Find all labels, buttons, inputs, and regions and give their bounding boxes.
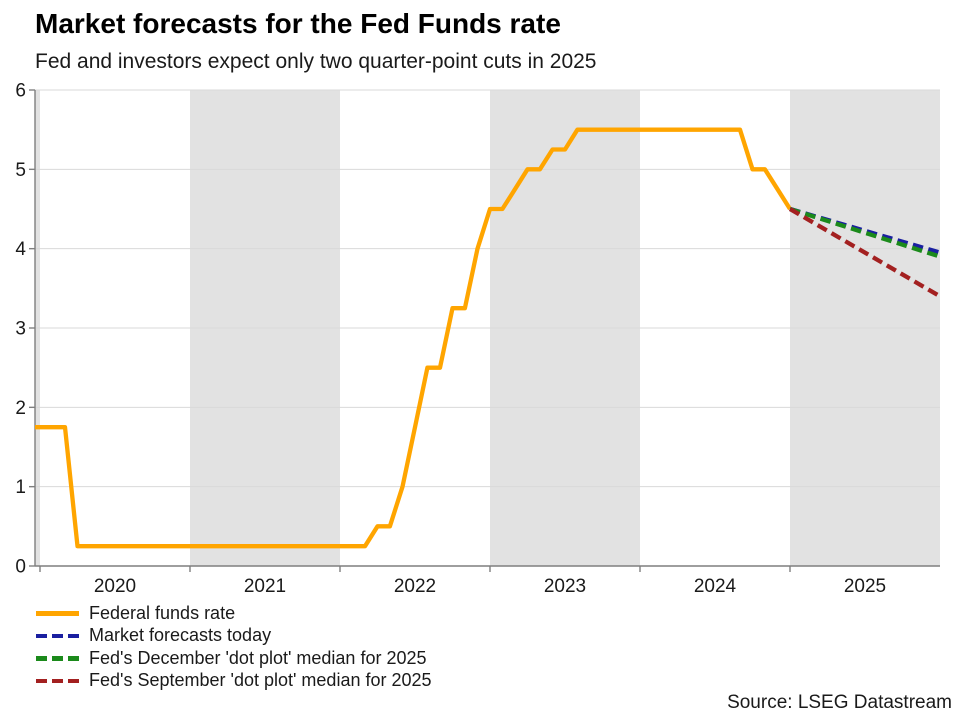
- chart-canvas: 0 1 2 3 4 5 6 2020 2021 2022 2023 2024 2025: [15, 81, 942, 597]
- y-tick-label: 4: [15, 239, 26, 260]
- legend-swatch-solid-line-icon: [36, 611, 79, 616]
- page-subtitle: Fed and investors expect only two quarte…: [35, 50, 597, 73]
- series-fed-s-december-dot-plot-median-for-2025: [789, 206, 941, 259]
- x-tick-label: 2024: [694, 576, 737, 597]
- legend-swatch-dashed-line-icon: [36, 633, 79, 638]
- legend-swatch-dashed-line-icon: [36, 656, 79, 661]
- y-tick-label: 1: [15, 477, 26, 498]
- y-tick-label: 5: [15, 160, 26, 181]
- legend-label: Fed's September 'dot plot' median for 20…: [89, 670, 432, 691]
- legend-item-market-forecasts-today: Market forecasts today: [36, 625, 432, 648]
- series-federal-funds-rate: [35, 127, 792, 549]
- y-tick-label: 2: [15, 398, 26, 419]
- legend-item-september-dot-plot: Fed's September 'dot plot' median for 20…: [36, 670, 432, 693]
- source-credit: Source: LSEG Datastream: [727, 692, 952, 713]
- page-title: Market forecasts for the Fed Funds rate: [35, 8, 561, 39]
- x-tick-label: 2025: [844, 576, 886, 597]
- legend-label: Federal funds rate: [89, 602, 236, 623]
- x-tick-label: 2021: [244, 576, 286, 597]
- legend: Federal funds rate Market forecasts toda…: [36, 602, 432, 692]
- x-tick-label: 2023: [544, 576, 586, 597]
- x-tick-label: 2022: [394, 576, 436, 597]
- x-tick-label: 2020: [94, 576, 136, 597]
- y-tick-label: 6: [15, 81, 26, 102]
- series-fed-s-september-dot-plot-median-for-2025: [788, 207, 942, 299]
- y-tick-label: 0: [15, 557, 26, 578]
- legend-item-federal-funds-rate: Federal funds rate: [36, 602, 432, 625]
- legend-item-december-dot-plot: Fed's December 'dot plot' median for 202…: [36, 647, 432, 670]
- legend-swatch-dashed-line-icon: [36, 678, 79, 683]
- y-tick-label: 3: [15, 319, 26, 340]
- legend-label: Market forecasts today: [89, 625, 272, 646]
- legend-label: Fed's December 'dot plot' median for 202…: [89, 647, 427, 668]
